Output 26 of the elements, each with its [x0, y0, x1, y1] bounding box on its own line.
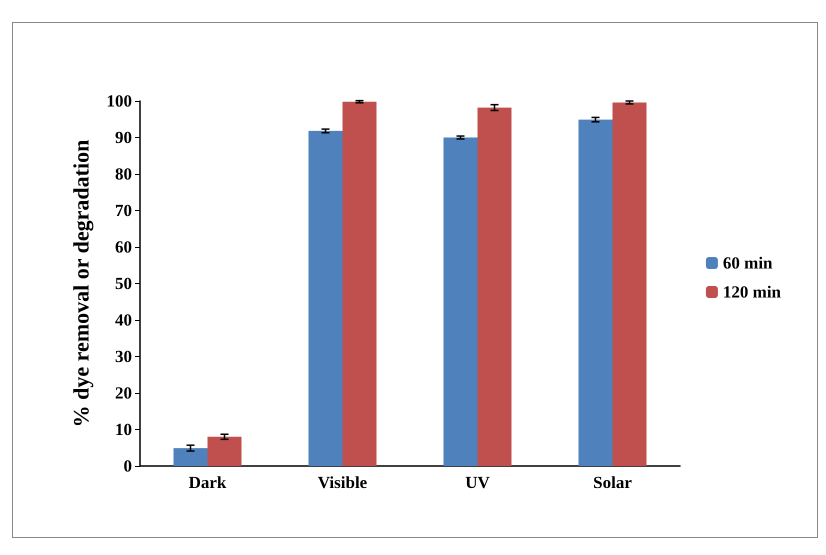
y-tick-label: 100 [106, 92, 132, 110]
y-tick-label: 80 [115, 164, 132, 184]
bar [444, 138, 478, 466]
y-tick-label: 40 [115, 310, 132, 330]
bar [208, 436, 242, 466]
y-tick-label: 90 [115, 128, 132, 147]
bar [478, 108, 512, 466]
bar [612, 102, 646, 466]
x-tick-label: UV [465, 473, 490, 492]
x-tick-label: Visible [318, 473, 368, 492]
x-tick-label: Dark [188, 473, 227, 492]
x-tick-label: Solar [593, 473, 632, 492]
bar [578, 120, 612, 466]
legend-label: 120 min [722, 282, 782, 302]
y-tick-label: 30 [115, 347, 132, 366]
bar [342, 102, 376, 466]
y-tick-label: 10 [115, 420, 132, 439]
y-tick-label: 60 [115, 238, 132, 256]
y-tick-label: 70 [115, 201, 132, 220]
bar [174, 448, 208, 466]
y-axis-title: % dye removal or degradation [68, 140, 94, 428]
bar [308, 130, 342, 466]
y-tick-label: 20 [115, 384, 132, 402]
legend-label: 60 min [722, 254, 774, 272]
y-tick-label: 50 [115, 274, 132, 293]
y-tick-label: 0 [124, 456, 132, 476]
